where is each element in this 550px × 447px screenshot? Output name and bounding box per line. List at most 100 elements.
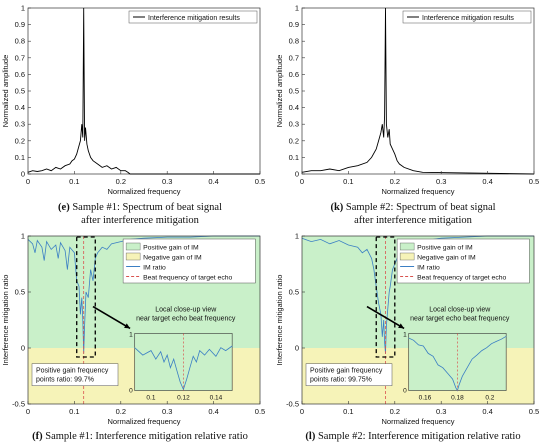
chart-l-legend-label: Positive gain of IM (417, 245, 473, 252)
chart-l-inset-xtick-label: 0.16 (419, 395, 432, 402)
chart-f-closeup-region (76, 236, 96, 358)
chart-l-xlabel: Normalized frequency (382, 417, 455, 426)
chart-f-xtick-label: 0.1 (69, 407, 79, 416)
chart-e-ytick-label: 1 (21, 4, 25, 13)
chart-l-legend (396, 238, 530, 284)
chart-k-legend (402, 10, 532, 24)
caption-e: (e) Sample #1: Spectrum of beat signal a… (5, 201, 275, 227)
chart-f-ytick-label: 0 (21, 344, 25, 353)
chart-f-legend-label: Positive gain of IM (143, 245, 199, 252)
chart-f-legend-swatch (125, 242, 141, 251)
chart-k-series-line (301, 7, 535, 175)
chart-f-inset-ytick-label: 1 (129, 331, 133, 338)
chart-l-inset-line (408, 335, 507, 392)
chart-l-xtick-label: 0 (300, 407, 304, 416)
chart-e-ytick-label: 0.8 (15, 37, 25, 46)
chart-k-ytick-label: 0.7 (289, 53, 299, 62)
chart-e-xlabel: Normalized frequency (108, 187, 181, 196)
chart-f-annotation-sub: near target echo beat frequency (136, 316, 236, 323)
chart-e-xtick-label: 0.5 (255, 177, 265, 186)
chart-k-ytick-label: 0.5 (289, 87, 299, 96)
chart-l-legend-label: Beat frequency of target echo (417, 275, 506, 282)
chart-e-legend-label: Interference mitigation results (148, 15, 240, 22)
chart-l-xtick-label: 0.1 (343, 407, 353, 416)
chart-l-closeup-region (375, 236, 396, 358)
chart-e-plot-area (27, 7, 261, 175)
chart-k-xlabel: Normalized frequency (382, 187, 455, 196)
chart-f-xtick-label: 0.4 (208, 407, 218, 416)
chart-f-inset-line (134, 345, 233, 391)
chart-e-ytick-label: 0.4 (15, 103, 25, 112)
chart-f-inset-xtick-label: 0.14 (210, 395, 223, 402)
caption-l-letter: (l) (305, 431, 316, 442)
chart-e-ytick-label: 0.9 (15, 20, 25, 29)
chart-f-ytick-label: 0.5 (15, 288, 25, 297)
caption-k: (k) Sample #2: Spectrum of beat signal a… (278, 201, 548, 227)
chart-e-ytick-label: 0.7 (15, 53, 25, 62)
chart-l-plot-area (301, 235, 535, 405)
chart-e-xtick-label: 0.2 (116, 177, 126, 186)
chart-f-arrow-shaft (92, 305, 131, 330)
chart-l-inset-xtick-label: 0.18 (451, 395, 464, 402)
chart-e-ytick-label: 0.2 (15, 136, 25, 145)
chart-f-legend-label: Negative gain of IM (143, 255, 202, 262)
chart-l-xtick-label: 0.4 (482, 407, 492, 416)
chart-k-xtick-label: 0 (300, 177, 304, 186)
caption-l: (l) Sample #2: Interference mitigation r… (278, 430, 548, 443)
chart-l-annotation-title: Local close-up view (429, 307, 491, 314)
caption-f-line1: Sample #1: Interference mitigation relat… (45, 431, 248, 442)
chart-l-inset-ytick-label: 0 (403, 388, 407, 395)
chart-k-ytick-label: 0.3 (289, 120, 299, 129)
chart-f-plot-area (27, 235, 261, 405)
chart-k-ytick-label: 0.4 (289, 103, 299, 112)
chart-e-series-line (27, 7, 260, 175)
chart-e-xtick-label: 0.1 (69, 177, 79, 186)
caption-k-letter: (k) (330, 202, 344, 213)
chart-f-arrow-head (124, 323, 131, 329)
chart-f-legend-label: Beat frequency of target echo (143, 275, 232, 282)
chart-f-ratio-box (31, 363, 119, 386)
chart-f-inset-xtick-label: 0.12 (177, 395, 190, 402)
chart-k-xtick-label: 0.5 (529, 177, 539, 186)
chart-l-inset-xtick-label: 0.2 (485, 395, 494, 402)
chart-k-legend-label: Interference mitigation results (422, 15, 514, 22)
chart-e-ytick-label: 0.5 (15, 87, 25, 96)
chart-l-legend-label: IM ratio (417, 265, 440, 272)
chart-e-legend (128, 10, 258, 24)
chart-k-xtick-label: 0.1 (343, 177, 353, 186)
chart-k-ytick-label: 0.1 (289, 153, 299, 162)
caption-k-line1: Sample #2: Spectrum of beat signal (345, 202, 496, 213)
chart-e-ytick-label: 0.3 (15, 120, 25, 129)
chart-f-legend-swatch (125, 252, 141, 261)
chart-e-ytick-label: 0 (21, 170, 25, 179)
chart-f-ratio-box-line1: Positive gain frequency (36, 368, 109, 375)
chart-k-xtick-label: 0.4 (482, 177, 492, 186)
chart-f-xtick-label: 0.5 (255, 407, 265, 416)
chart-k-ytick-label: 0.6 (289, 70, 299, 79)
chart-l-ytick-label: 0.5 (289, 288, 299, 297)
chart-l-ratio-box-line1: Positive gain frequency (310, 368, 383, 375)
chart-l-annotation-sub: near target echo beat frequency (410, 316, 510, 323)
chart-k-ylabel: Normalized amplitude (275, 55, 284, 128)
chart-f-ytick-label: 1 (21, 232, 25, 241)
chart-k-panel: Interference mitigation results 0 0.1 0.2 0.… (275, 4, 539, 197)
chart-f-inset-xtick-label: 0.1 (146, 395, 155, 402)
caption-f-letter: (f) (32, 431, 43, 442)
chart-f-panel: Positive gain of IM Negative gain of IM IM… (1, 232, 265, 427)
chart-l-legend-swatch (399, 252, 415, 261)
chart-l-ratio-box-line2: points ratio: 99.75% (310, 377, 372, 384)
chart-l-inset-ytick-label: 1 (403, 331, 407, 338)
chart-f-ylabel: Interference mitigation ratio (1, 275, 10, 366)
chart-k-ytick-label: 0.9 (289, 20, 299, 29)
caption-l-line1: Sample #2: Interference mitigation relat… (317, 431, 521, 442)
chart-f-ratio-box-line2: points ratio: 99.7% (36, 377, 94, 384)
chart-f-xtick-label: 0 (26, 407, 30, 416)
chart-l-ylabel: Interference mitigation ratio (275, 275, 284, 366)
chart-l-arrow-shaft (366, 305, 405, 330)
chart-l-ytick-label: 0 (295, 344, 299, 353)
chart-f-xtick-label: 0.3 (162, 407, 172, 416)
chart-k-plot-area (301, 7, 535, 175)
chart-f-ytick-label: -0.5 (12, 400, 25, 409)
chart-e-xtick-label: 0.4 (208, 177, 218, 186)
